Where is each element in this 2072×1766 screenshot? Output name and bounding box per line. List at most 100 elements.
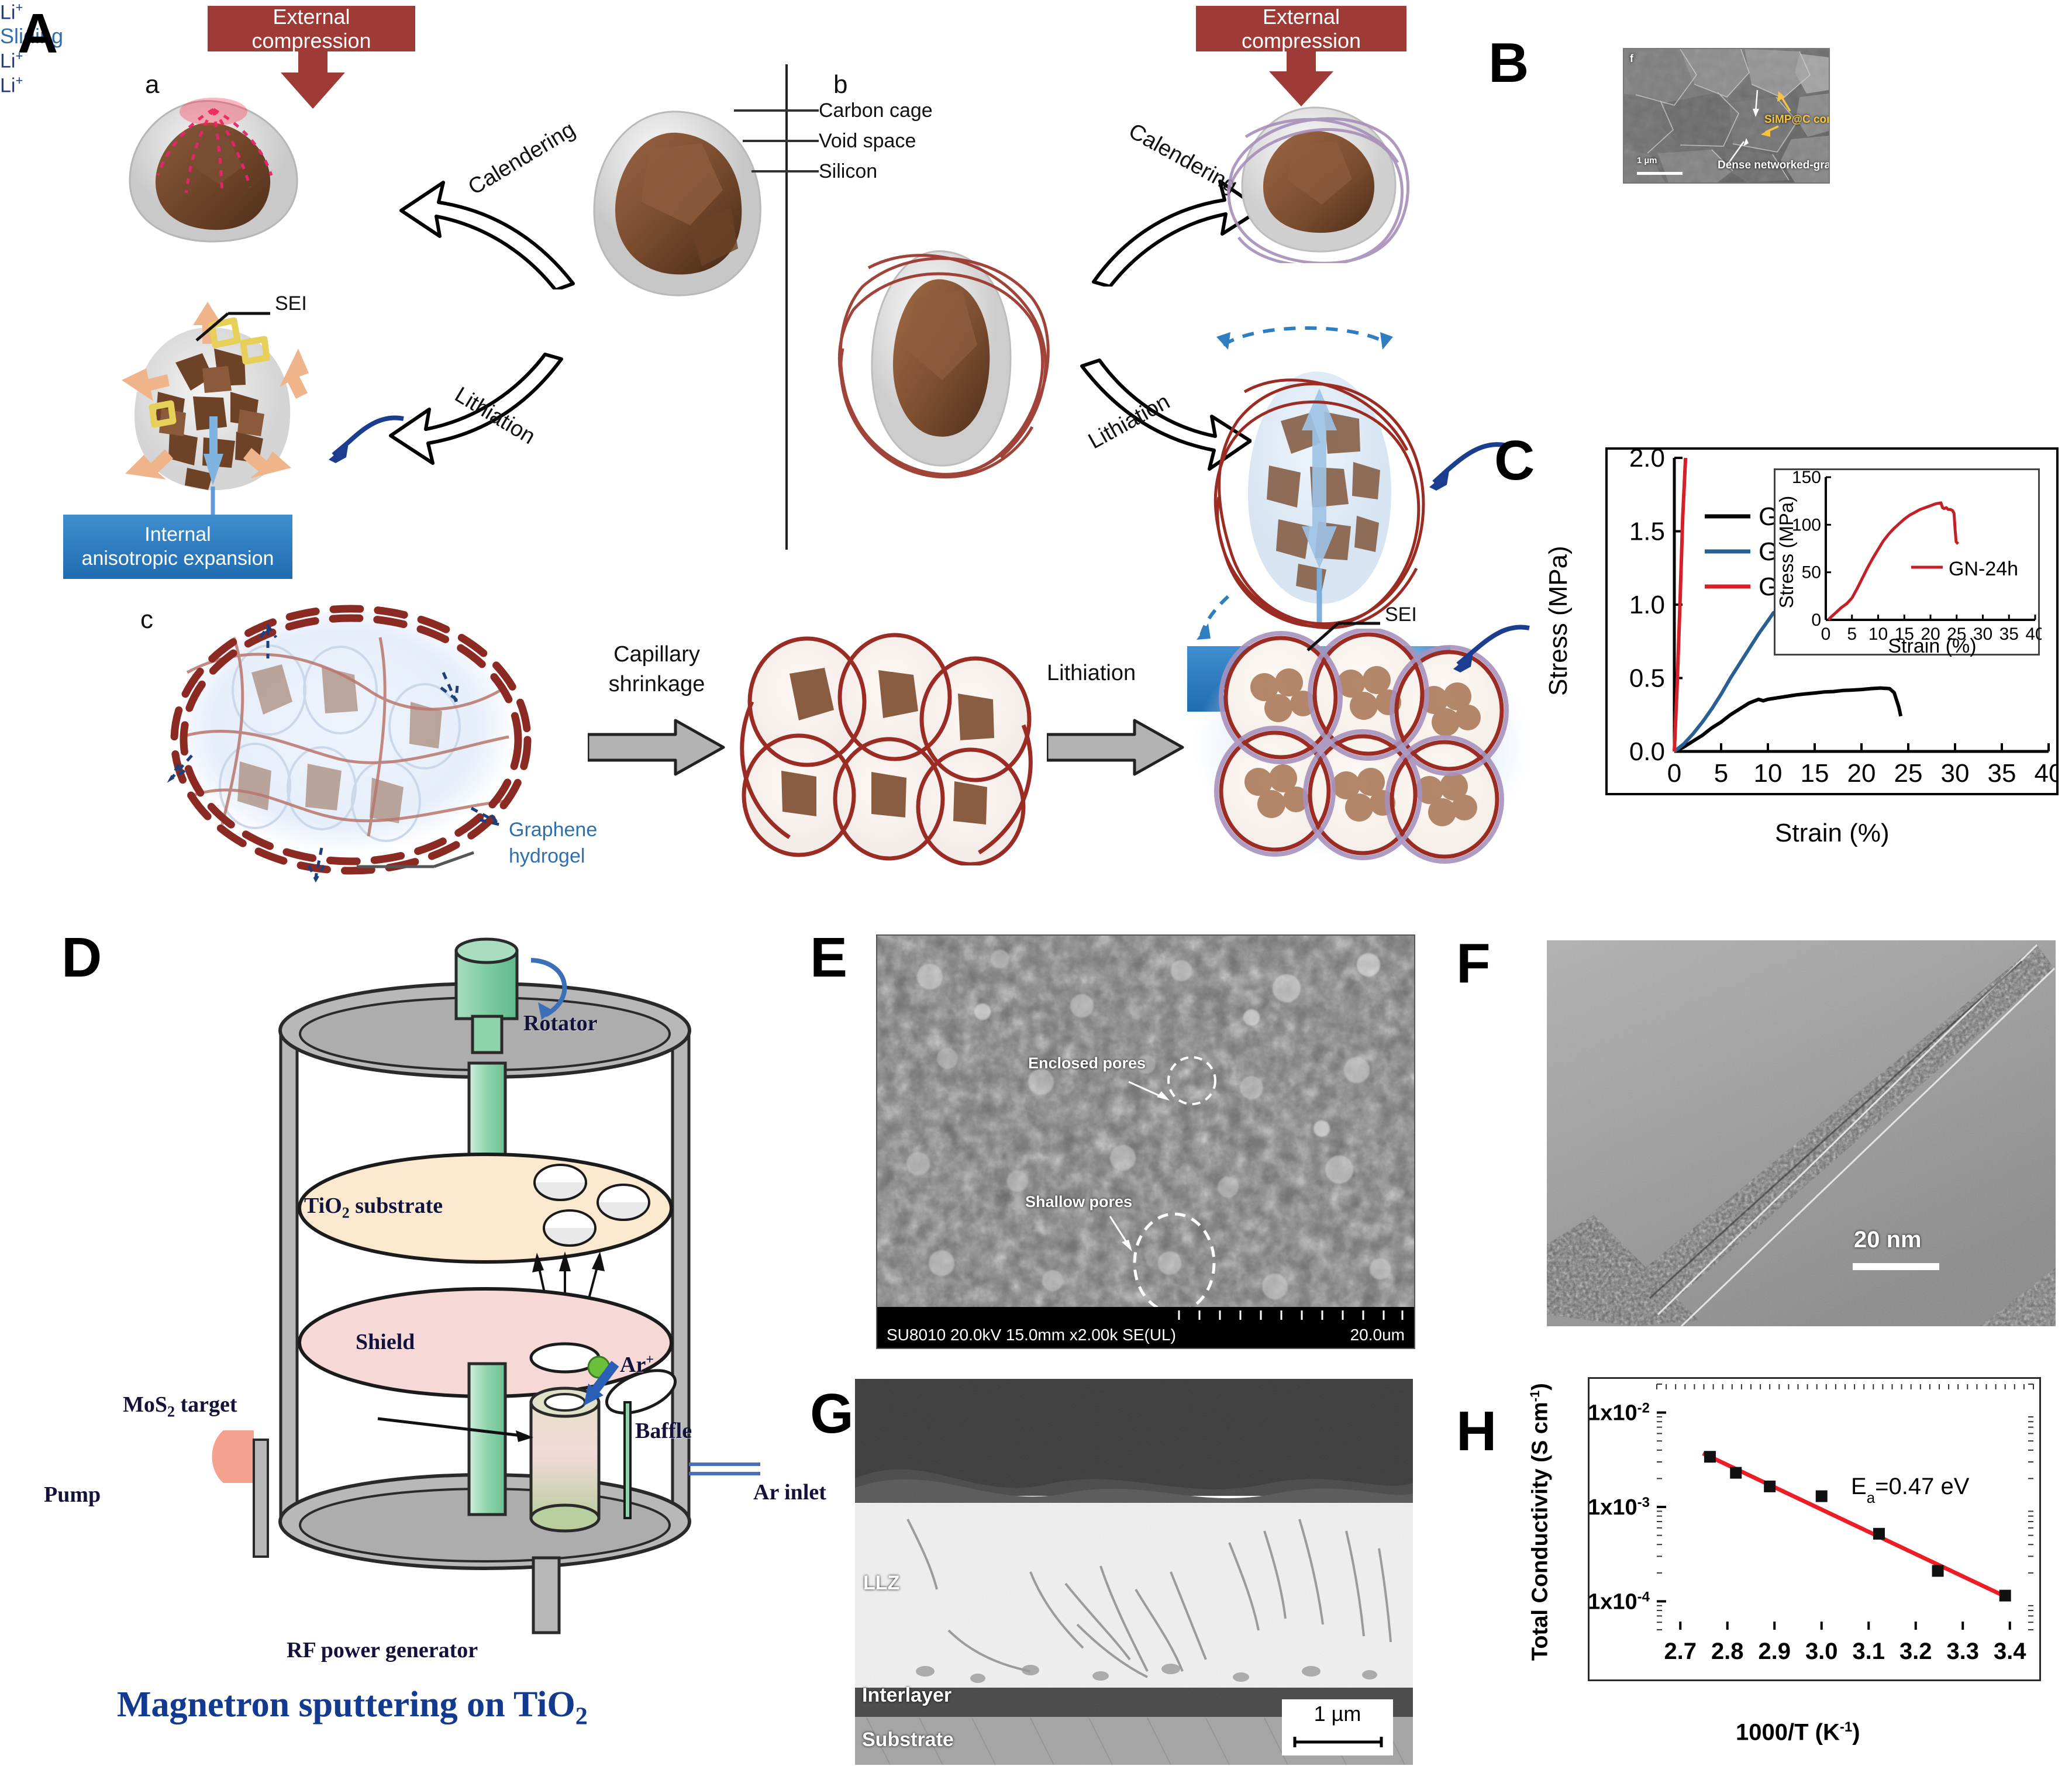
- lithiation-arrow-a-icon: [389, 353, 563, 465]
- panel-C-inset-frame: 0 5 10 15 20 25 30 35 40 0 50 100 150 GN-24h Stress (M…: [1774, 468, 2042, 657]
- external-compression-line1-b: External: [1262, 4, 1340, 29]
- panel-letter-E: E: [810, 926, 848, 989]
- panel-A-sub-b: b: [833, 70, 848, 99]
- panel-D-label-rf-power: RF power generator: [287, 1638, 478, 1662]
- label-carbon-cage: Carbon cage: [819, 99, 933, 122]
- panel-G-label-interlayer: Interlayer: [862, 1684, 952, 1706]
- panel-H-xticklabel: 3.1: [1852, 1639, 1885, 1664]
- panel-B-sem-image: f SiMP@C cores Dense networked-graphene …: [1623, 48, 1830, 184]
- panel-C-inset-series-GN-24h: [1827, 501, 1960, 621]
- panel-C-inset-ylabel: Stress (MPa): [1775, 496, 1797, 609]
- panel-E-label-shallow-pores: Shallow pores: [1025, 1193, 1133, 1210]
- label-sei-a: SEI: [275, 292, 307, 315]
- panel-B-label-cores: SiMP@C cores: [1764, 113, 1829, 126]
- particle-lithiated-b-icon: [1197, 371, 1425, 640]
- panel-H-xticklabel: 3.0: [1805, 1639, 1838, 1664]
- external-compression-line1: External: [273, 4, 350, 29]
- panel-letter-F: F: [1456, 932, 1491, 995]
- panel-C-inset-xticklabel: 10: [1868, 625, 1888, 644]
- panel-C-inset-xticklabel: 25: [1947, 625, 1966, 644]
- panel-C-yticklabel: 0.0: [1629, 737, 1665, 766]
- panel-C-inset-yticklabel: 0: [1811, 610, 1821, 630]
- panel-A-sub-c: c: [140, 605, 153, 634]
- external-compression-box-b: External compression: [1196, 4, 1406, 53]
- panel-H-xticklabel: 3.4: [1994, 1639, 2026, 1664]
- panel-C-yticklabel: 0.5: [1629, 664, 1665, 693]
- panel-H-fit-line: [1702, 1451, 2010, 1601]
- panel-C-ylabel: Stress (MPa): [1544, 546, 1573, 696]
- panel-C-xticklabel: 0: [1667, 759, 1681, 788]
- label-sliding: Sliding: [0, 24, 64, 49]
- panel-H-yticklabel: 1x10-3: [1588, 1495, 1650, 1520]
- panel-F-scalebar-label: 20 nm: [1854, 1227, 1922, 1253]
- panel-A-divider: [785, 64, 788, 550]
- panel-letter-G: G: [810, 1382, 854, 1445]
- label-silicon: Silicon: [819, 160, 878, 182]
- panel-D-label-mos2-target: MoS2 target: [123, 1392, 237, 1420]
- panel-C-inset-yticklabel: 100: [1792, 515, 1821, 534]
- panel-D-label-rotator: Rotator: [523, 1011, 598, 1036]
- particle-pristine-a-icon: [593, 111, 761, 296]
- li-arrow-c-icon: [1453, 625, 1530, 672]
- panel-H-xticklabel: 2.7: [1664, 1639, 1697, 1664]
- panel-C-inset-yticklabel: 150: [1792, 470, 1821, 487]
- panel-H-annotation: Ea=0.47 eV: [1851, 1474, 1970, 1506]
- label-void-space: Void space: [819, 130, 916, 152]
- panel-F-tem-image: 20 nm: [1547, 940, 2056, 1326]
- internal-expansion-line1-a: Internal: [144, 523, 211, 546]
- panel-D-label-ar-inlet: Ar inlet: [753, 1480, 826, 1505]
- panel-H-data-point: [1704, 1451, 1716, 1463]
- panel-C-inset-xticklabel: 5: [1847, 625, 1857, 644]
- panel-H-ylabel: Total Conductivity (S cm-1): [1528, 1383, 1553, 1661]
- particle-pulverized-a-icon: [122, 302, 309, 520]
- panel-C-xticklabel: 10: [1754, 759, 1783, 788]
- panel-A-sub-a: a: [145, 70, 160, 99]
- compression-arrow-a-icon: [281, 50, 345, 109]
- panel-C-inset-xticklabel: 35: [1999, 625, 2019, 644]
- panel-C-yticklabel: 1.5: [1629, 518, 1665, 546]
- internal-expansion-box-a: Internal anisotropic expansion: [63, 515, 292, 579]
- panel-C-xlabel: Strain (%): [1775, 819, 1890, 847]
- label-graphene-hydrogel: Graphene hydrogel: [509, 819, 598, 867]
- panel-C-inset-xticklabel: 15: [1895, 625, 1914, 644]
- panel-C-xticklabel: 30: [1941, 759, 1970, 788]
- panel-C-inset-xticklabel: 30: [1973, 625, 1992, 644]
- panel-letter-C: C: [1494, 429, 1535, 492]
- lithiation-label-c: Lithiation: [1047, 661, 1136, 685]
- label-li-ion-b: Li+: [0, 49, 23, 73]
- panel-C-xticklabel: 25: [1894, 759, 1923, 788]
- panel-C-xticklabel: 15: [1801, 759, 1829, 788]
- label-sei-c: SEI: [1385, 603, 1417, 626]
- label-li-ion-c: Li+: [0, 73, 23, 96]
- panel-C-inset-xticklabel: 0: [1821, 625, 1831, 644]
- li-arrow-b-icon: [1429, 442, 1505, 491]
- panel-H-xticklabel: 2.9: [1758, 1639, 1791, 1664]
- panel-B-scalebar-label: 1 µm: [1637, 156, 1657, 165]
- lithiated-cluster-c3-icon: [1193, 629, 1532, 864]
- panel-H-data-point: [1815, 1490, 1828, 1502]
- panel-C-series-GN-24h: [1673, 457, 1688, 752]
- panel-C-xticklabel: 20: [1847, 759, 1876, 788]
- particle-calendered-b-icon: [1226, 106, 1409, 263]
- panel-H-data-point: [1873, 1527, 1885, 1540]
- panel-letter-D: D: [61, 926, 102, 989]
- sliding-arrows-icon: [1216, 326, 1393, 350]
- panel-G-cross-section-image: LLZ Interlayer Substrate 1 µm: [855, 1379, 1413, 1765]
- panel-C-chart: 05101520253035400.00.51.01.52.0GN-6hGN-1…: [1605, 447, 2059, 795]
- capillary-shrinkage-label: Capillary shrinkage: [608, 642, 705, 696]
- panel-H-xticklabel: 3.3: [1946, 1639, 1979, 1664]
- panel-C-xticklabel: 35: [1988, 759, 2016, 788]
- panel-H-xlabel: 1000/T (K-1): [1736, 1719, 1860, 1746]
- external-compression-box-a: External compression: [208, 4, 415, 53]
- panel-E-statusbar: SU8010 20.0kV 15.0mm x2.00k SE(UL) 20.0u…: [877, 1307, 1414, 1348]
- particle-graphene-wrapped-b-icon: [837, 250, 1050, 479]
- particle-compressed-a-icon: [129, 98, 298, 243]
- hydrogel-cluster-c1-icon: [167, 605, 532, 883]
- panel-D-sputtering-diagram: [212, 937, 760, 1634]
- panel-B-label-graphene: Dense networked-graphene: [1718, 159, 1830, 171]
- li-arrow-a-icon: [329, 415, 404, 463]
- panel-H-plot-frame: [1588, 1377, 2041, 1681]
- panel-H-data-point: [1764, 1480, 1776, 1492]
